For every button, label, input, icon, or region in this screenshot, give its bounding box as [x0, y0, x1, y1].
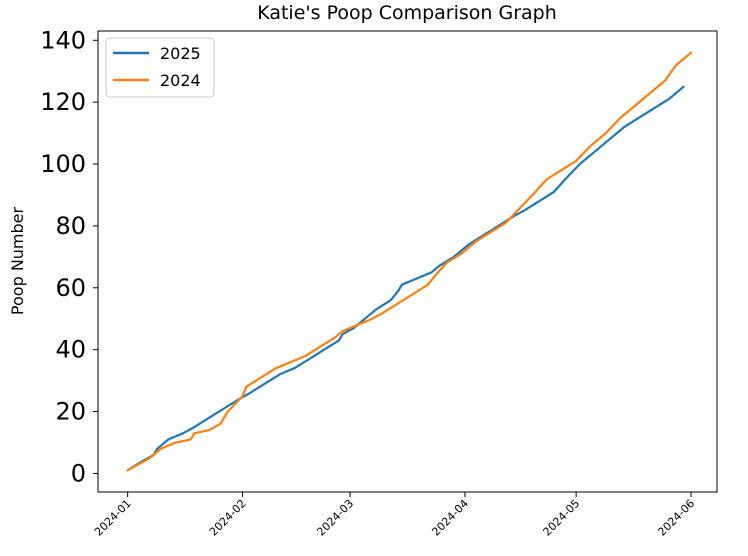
x-tick-label: 2024-04: [429, 497, 471, 539]
chart-title: Katie's Poop Comparison Graph: [257, 2, 557, 24]
y-tick-label: 80: [55, 212, 86, 240]
series-lines: [126, 51, 693, 472]
x-tick-label: 2024-03: [314, 497, 356, 539]
x-axis-ticks: 2024-01 2024-02 2024-03 2024-04 2024-05 2024-…: [92, 492, 697, 539]
x-tick-label: 2024-06: [655, 497, 697, 539]
y-tick-label: 60: [55, 274, 86, 302]
y-tick-label: 40: [55, 336, 86, 364]
y-tick-label: 0: [71, 459, 86, 487]
plot-area-frame: [97, 30, 718, 493]
x-tick-label: 2024-05: [541, 497, 583, 539]
legend: 2025 2024: [105, 37, 215, 98]
y-tick-label: 140: [40, 26, 86, 54]
y-tick-label: 120: [40, 88, 86, 116]
legend-label-2024: 2024: [160, 71, 201, 90]
series-line-2024: [126, 51, 693, 472]
y-axis-label: Poop Number: [8, 206, 27, 315]
series-line-2025: [126, 85, 685, 472]
y-axis-ticks: 0 20 40 60 80 100 120 140: [40, 26, 98, 487]
x-tick-label: 2024-02: [207, 497, 249, 539]
y-tick-label: 20: [55, 398, 86, 426]
legend-label-2025: 2025: [160, 44, 201, 63]
x-tick-label: 2024-01: [92, 497, 134, 539]
y-tick-label: 100: [40, 150, 86, 178]
